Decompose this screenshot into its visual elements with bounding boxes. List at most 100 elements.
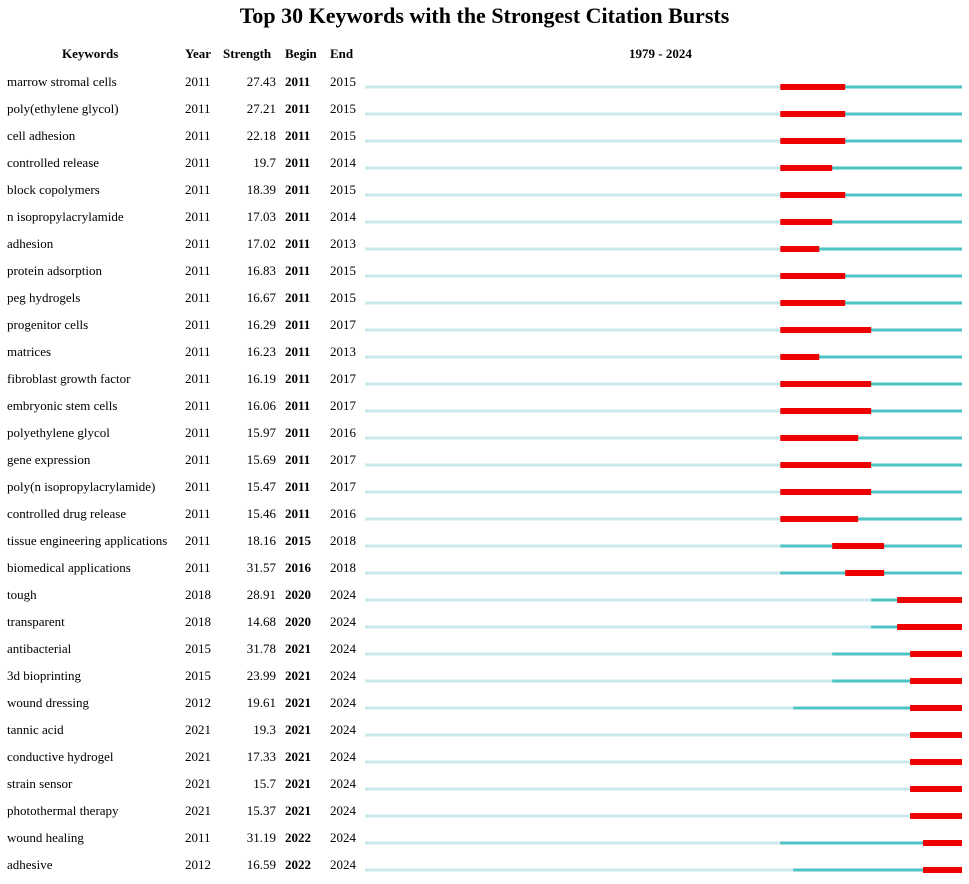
- strength-cell: 19.3: [253, 722, 276, 737]
- strength-cell: 23.99: [246, 668, 276, 683]
- end-cell: 2016: [330, 425, 356, 440]
- year-cell: 2011: [185, 74, 211, 89]
- strength-cell: 15.7: [253, 776, 276, 791]
- keyword-cell: wound healing: [7, 830, 84, 845]
- begin-cell: 2011: [285, 317, 311, 332]
- keyword-cell: cell adhesion: [7, 128, 76, 143]
- strength-cell: 15.69: [246, 452, 276, 467]
- table-row: tannic acid 2021 19.3 2021 2024: [0, 722, 969, 749]
- end-cell: 2024: [330, 614, 356, 629]
- end-cell: 2014: [330, 209, 356, 224]
- strength-cell: 15.37: [246, 803, 276, 818]
- begin-cell: 2021: [285, 641, 311, 656]
- begin-cell: 2021: [285, 776, 311, 791]
- year-cell: 2015: [185, 641, 211, 656]
- table-row: embryonic stem cells 2011 16.06 2011 2017: [0, 398, 969, 425]
- year-cell: 2018: [185, 587, 211, 602]
- year-cell: 2011: [185, 128, 211, 143]
- keyword-cell: controlled drug release: [7, 506, 127, 521]
- end-cell: 2024: [330, 722, 356, 737]
- year-cell: 2011: [185, 452, 211, 467]
- end-cell: 2024: [330, 695, 356, 710]
- end-cell: 2015: [330, 74, 356, 89]
- keyword-cell: fibroblast growth factor: [7, 371, 131, 386]
- strength-cell: 15.46: [246, 506, 276, 521]
- begin-cell: 2022: [285, 830, 311, 845]
- keyword-cell: tough: [7, 587, 37, 602]
- begin-cell: 2011: [285, 452, 311, 467]
- year-cell: 2011: [185, 182, 211, 197]
- begin-cell: 2011: [285, 398, 311, 413]
- begin-cell: 2011: [285, 425, 311, 440]
- header-strength: Strength: [223, 46, 272, 61]
- strength-cell: 16.23: [246, 344, 276, 359]
- keyword-cell: block copolymers: [7, 182, 100, 197]
- year-cell: 2012: [185, 857, 211, 872]
- end-cell: 2015: [330, 290, 356, 305]
- strength-cell: 16.19: [246, 371, 276, 386]
- strength-cell: 17.02: [246, 236, 276, 251]
- strength-cell: 16.83: [246, 263, 276, 278]
- table-row: antibacterial 2015 31.78 2021 2024: [0, 641, 969, 668]
- table-row: biomedical applications 2011 31.57 2016 2018: [0, 560, 969, 587]
- begin-cell: 2011: [285, 128, 311, 143]
- keyword-cell: adhesion: [7, 236, 54, 251]
- strength-cell: 15.47: [246, 479, 276, 494]
- begin-cell: 2011: [285, 344, 311, 359]
- strength-cell: 14.68: [246, 614, 276, 629]
- header-time-range: 1979 - 2024: [629, 46, 692, 61]
- end-cell: 2017: [330, 371, 356, 386]
- end-cell: 2024: [330, 749, 356, 764]
- year-cell: 2011: [185, 398, 211, 413]
- table-row: peg hydrogels 2011 16.67 2011 2015: [0, 290, 969, 317]
- header-year: Year: [185, 46, 211, 61]
- end-cell: 2024: [330, 587, 356, 602]
- year-cell: 2011: [185, 479, 211, 494]
- table-row: 3d bioprinting 2015 23.99 2021 2024: [0, 668, 969, 695]
- year-cell: 2011: [185, 317, 211, 332]
- strength-cell: 28.91: [246, 587, 276, 602]
- end-cell: 2017: [330, 479, 356, 494]
- table-row: cell adhesion 2011 22.18 2011 2015: [0, 128, 969, 155]
- begin-cell: 2016: [285, 560, 311, 575]
- end-cell: 2024: [330, 857, 356, 872]
- table-row: strain sensor 2021 15.7 2021 2024: [0, 776, 969, 803]
- begin-cell: 2021: [285, 668, 311, 683]
- year-cell: 2011: [185, 371, 211, 386]
- begin-cell: 2011: [285, 155, 311, 170]
- strength-cell: 16.29: [246, 317, 276, 332]
- year-cell: 2011: [185, 101, 211, 116]
- strength-cell: 31.78: [246, 641, 276, 656]
- strength-cell: 17.33: [246, 749, 276, 764]
- begin-cell: 2021: [285, 803, 311, 818]
- table-row: block copolymers 2011 18.39 2011 2015: [0, 182, 969, 209]
- end-cell: 2016: [330, 506, 356, 521]
- end-cell: 2017: [330, 452, 356, 467]
- keyword-cell: photothermal therapy: [7, 803, 119, 818]
- header-end: End: [330, 46, 354, 61]
- table-row: tough 2018 28.91 2020 2024: [0, 587, 969, 614]
- table-row: fibroblast growth factor 2011 16.19 2011 201…: [0, 371, 969, 398]
- table-row: controlled release 2011 19.7 2011 2014: [0, 155, 969, 182]
- end-cell: 2018: [330, 560, 356, 575]
- strength-cell: 19.7: [253, 155, 276, 170]
- table-row: n isopropylacrylamide 2011 17.03 2011 2014: [0, 209, 969, 236]
- end-cell: 2017: [330, 317, 356, 332]
- keyword-cell: conductive hydrogel: [7, 749, 114, 764]
- keyword-cell: protein adsorption: [7, 263, 102, 278]
- table-row: wound healing 2011 31.19 2022 2024: [0, 830, 969, 857]
- header-keywords: Keywords: [62, 46, 119, 61]
- strength-cell: 22.18: [246, 128, 276, 143]
- keyword-cell: biomedical applications: [7, 560, 131, 575]
- keyword-cell: peg hydrogels: [7, 290, 81, 305]
- table-row: controlled drug release 2011 15.46 2011 2016: [0, 506, 969, 533]
- begin-cell: 2022: [285, 857, 311, 872]
- year-cell: 2018: [185, 614, 211, 629]
- strength-cell: 18.39: [246, 182, 276, 197]
- begin-cell: 2011: [285, 371, 311, 386]
- table-row: poly(ethylene glycol) 2011 27.21 2011 2015: [0, 101, 969, 128]
- begin-cell: 2021: [285, 722, 311, 737]
- begin-cell: 2021: [285, 695, 311, 710]
- end-cell: 2014: [330, 155, 356, 170]
